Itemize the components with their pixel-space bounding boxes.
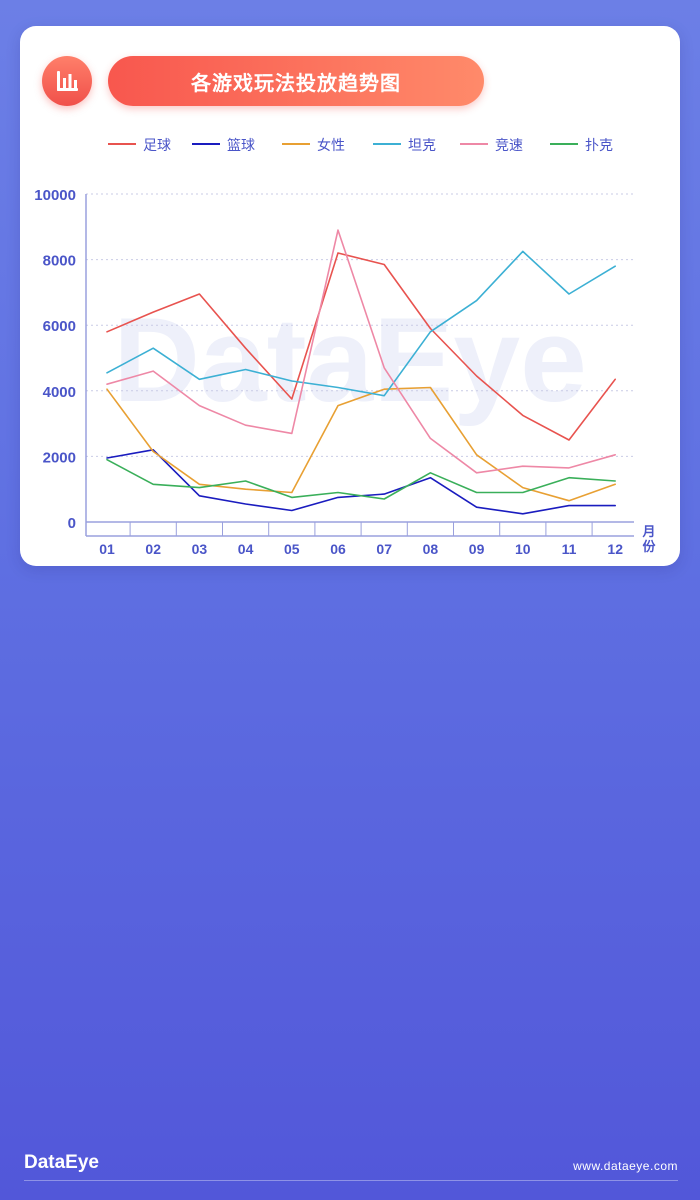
legend-label-2: 女性 [317,137,345,154]
legend-label-0: 足球 [143,138,171,154]
y-tick-label-2: 4000 [43,384,76,401]
footer-divider [24,1180,678,1181]
x-tick-label-3: 04 [238,541,254,557]
y-tick-label-3: 6000 [43,318,76,335]
x-axis-title-char-1: 份 [642,539,656,555]
series-line-1 [106,448,617,515]
x-tick-label-7: 08 [423,541,439,557]
bar-chart-icon [42,56,92,106]
y-tick-label-1: 2000 [43,449,76,466]
legend-label-1: 篮球 [227,138,255,154]
y-tick-label-0: 0 [68,515,76,532]
x-tick-label-1: 02 [145,541,161,557]
x-axis-title-char-0: 月 [641,525,655,540]
x-tick-label-0: 01 [99,541,115,557]
series-line-0 [106,252,617,441]
x-tick-label-4: 05 [284,541,300,557]
y-tick-label-4: 8000 [43,253,76,270]
x-tick-label-5: 06 [330,541,346,557]
x-tick-label-8: 09 [469,541,485,557]
chart-card: 各游戏玩法投放趋势图 DataEye 0 2000 4000 6000 8000 10000… [20,26,680,566]
x-tick-label-6: 07 [376,541,392,557]
y-tick-label-5: 10000 [34,187,76,204]
series-line-4 [106,229,617,474]
x-tick-label-11: 12 [607,541,623,557]
footer-logo: DataEye [24,1152,99,1173]
watermark: DataEye [113,293,587,427]
x-tick-label-9: 10 [515,541,531,557]
legend-label-5: 扑克 [585,138,613,154]
legend-label-4: 竞速 [495,137,523,154]
chart-title: 各游戏玩法投放趋势图 [108,56,484,106]
series-line-5 [106,458,617,500]
legend-label-3: 坦克 [408,138,436,154]
series-line-3 [106,250,617,397]
line-chart: DataEye 0 2000 4000 6000 8000 10000 01 02 03 04 05 0… [34,137,656,557]
x-tick-label-2: 03 [192,541,208,557]
footer-url: www.dataeye.com [573,1159,678,1173]
x-tick-label-10: 11 [562,541,577,557]
